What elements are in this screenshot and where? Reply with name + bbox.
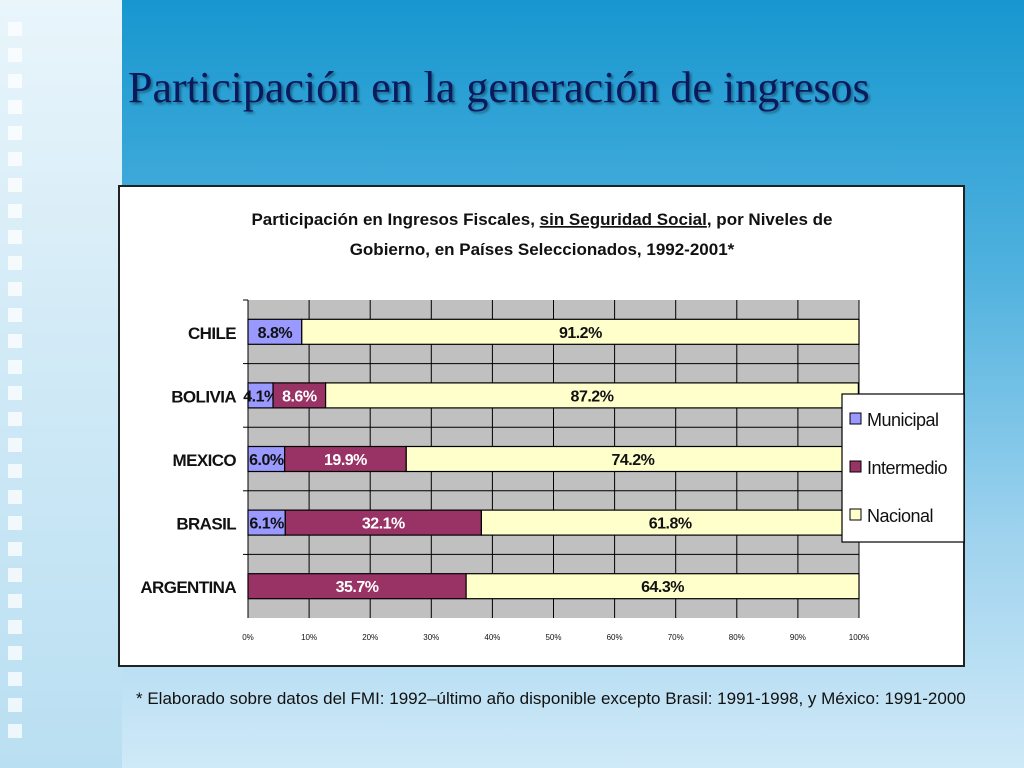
chart-title-line2: Gobierno, en Países Seleccionados, 1992-… — [350, 240, 735, 259]
x-tick-label: 90% — [790, 633, 806, 642]
chart-title-part: sin Seguridad Social — [540, 210, 707, 229]
bar-segment — [247, 445, 286, 473]
data-label: 91.2% — [559, 325, 602, 342]
decorative-square — [8, 646, 22, 660]
decorative-square — [8, 698, 22, 712]
legend-swatch — [849, 460, 862, 473]
decorative-square — [8, 594, 22, 608]
legend-box — [841, 393, 965, 543]
bar-segment — [324, 382, 859, 409]
legend-label: Nacional — [867, 506, 933, 526]
x-tick-label: 60% — [607, 633, 623, 642]
y-category-label: BOLIVIA — [171, 387, 236, 406]
x-tick-label: 10% — [301, 633, 317, 642]
decorative-square — [8, 360, 22, 374]
decorative-square — [8, 22, 22, 36]
decorative-square — [8, 126, 22, 140]
data-label: 74.2% — [611, 452, 654, 469]
data-label: 87.2% — [571, 388, 614, 405]
decorative-square — [8, 48, 22, 62]
legend-label: Municipal — [867, 410, 939, 430]
data-label: 6.1% — [249, 516, 284, 533]
bar-segment — [405, 445, 861, 473]
x-tick-label: 50% — [545, 633, 561, 642]
data-label: 19.9% — [324, 452, 367, 469]
chart-title: Participación en Ingresos Fiscales, sin … — [251, 210, 832, 229]
bar-segment — [247, 382, 274, 409]
decorative-square — [8, 282, 22, 296]
chart-title-part: Participación en Ingresos Fiscales, — [251, 210, 539, 229]
data-label: 32.1% — [362, 516, 405, 533]
data-label: 35.7% — [336, 579, 379, 596]
decorative-square — [8, 620, 22, 634]
decorative-square — [8, 516, 22, 530]
data-label: 8.8% — [258, 325, 293, 342]
y-category-label: BRASIL — [176, 515, 236, 534]
stacked-bar-chart: Participación en Ingresos Fiscales, sin … — [140, 210, 965, 642]
y-category-label: CHILE — [188, 324, 236, 343]
legend-swatch — [849, 508, 862, 521]
data-label: 61.8% — [649, 516, 692, 533]
x-tick-label: 30% — [423, 633, 439, 642]
x-tick-label: 80% — [729, 633, 745, 642]
bar-segment — [301, 318, 860, 345]
decorative-square — [8, 256, 22, 270]
y-category-label: ARGENTINA — [140, 578, 236, 597]
data-label: 4.1% — [243, 388, 278, 405]
footnote: * Elaborado sobre datos del FMI: 1992–úl… — [136, 689, 966, 708]
decorative-strip — [0, 0, 122, 768]
decorative-square — [8, 230, 22, 244]
x-tick-label: 100% — [849, 633, 869, 642]
bar-segment — [465, 573, 860, 600]
decorative-square — [8, 438, 22, 452]
decorative-square — [8, 724, 22, 738]
bar-segment — [284, 445, 407, 473]
x-tick-label: 70% — [668, 633, 684, 642]
decorative-square — [8, 412, 22, 426]
decorative-square — [8, 178, 22, 192]
chart-title-part: , por Niveles de — [707, 210, 833, 229]
data-label: 6.0% — [249, 452, 284, 469]
decorative-square — [8, 152, 22, 166]
x-tick-label: 20% — [362, 633, 378, 642]
decorative-square — [8, 334, 22, 348]
decorative-square — [8, 568, 22, 582]
decorative-square — [8, 100, 22, 114]
y-category-label: MEXICO — [173, 451, 237, 470]
decorative-square — [8, 308, 22, 322]
decorative-square — [8, 490, 22, 504]
decorative-square — [8, 672, 22, 686]
decorative-square — [8, 204, 22, 218]
data-label: 8.6% — [282, 388, 317, 405]
x-tick-label: 0% — [242, 633, 254, 642]
x-tick-label: 40% — [484, 633, 500, 642]
decorative-square — [8, 542, 22, 556]
decorative-square — [8, 464, 22, 478]
legend-label: Intermedio — [867, 458, 948, 478]
slide-title: Participación en la generación de ingres… — [128, 63, 870, 112]
chart-frame: Participación en Ingresos Fiscales, sin … — [118, 185, 965, 667]
decorative-square — [8, 386, 22, 400]
bar-segment — [247, 318, 303, 345]
legend-swatch — [849, 412, 862, 425]
data-label: 64.3% — [641, 579, 684, 596]
decorative-squares — [8, 22, 26, 750]
decorative-square — [8, 74, 22, 88]
